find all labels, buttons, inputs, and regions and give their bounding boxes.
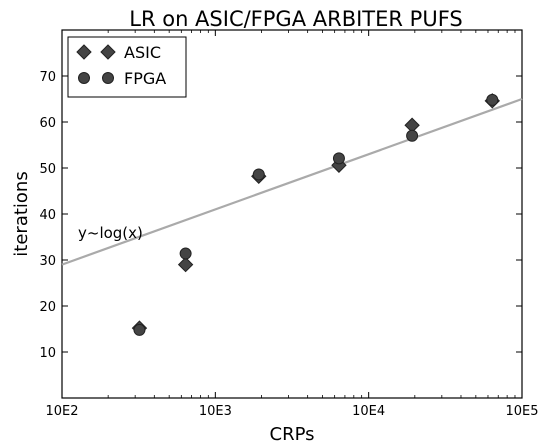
fpga-point bbox=[252, 168, 265, 181]
axis-ticks: 10E2 10E3 10E4 10E5 10 20 30 40 50 60 70 bbox=[39, 30, 539, 419]
fpga-point bbox=[486, 93, 499, 106]
fit-line-group bbox=[61, 97, 523, 266]
legend: ASIC FPGA bbox=[67, 36, 187, 98]
x-tick-label: 10E5 bbox=[505, 404, 538, 419]
fit-line bbox=[61, 97, 523, 266]
asic-point bbox=[177, 256, 194, 273]
legend-box bbox=[67, 36, 187, 98]
fpga-point bbox=[332, 152, 345, 165]
x-tick-label: 10E2 bbox=[45, 404, 78, 419]
legend-marker-fpga bbox=[102, 72, 114, 84]
fpga-point bbox=[133, 323, 146, 336]
x-tick-label: 10E4 bbox=[352, 404, 385, 419]
legend-label: FPGA bbox=[124, 69, 166, 88]
fpga-point bbox=[179, 247, 192, 260]
legend-marker-fpga bbox=[78, 72, 90, 84]
legend-label: ASIC bbox=[124, 43, 161, 62]
legend-marker-asic bbox=[100, 44, 116, 60]
chart-title: LR on ASIC/FPGA ARBITER PUFS bbox=[129, 7, 462, 31]
x-tick-label: 10E3 bbox=[199, 404, 232, 419]
y-tick-label: 10 bbox=[39, 346, 56, 361]
y-tick-label: 40 bbox=[39, 208, 56, 223]
data-points bbox=[131, 93, 500, 336]
y-tick-label: 30 bbox=[39, 254, 56, 269]
legend-marker-asic bbox=[76, 44, 92, 60]
y-tick-label: 60 bbox=[39, 116, 56, 131]
y-tick-label: 20 bbox=[39, 300, 56, 315]
y-tick-label: 70 bbox=[39, 70, 56, 85]
fpga-point bbox=[406, 129, 419, 142]
y-axis-title: iterations bbox=[11, 171, 32, 256]
fit-line-label: y~log(x) bbox=[78, 224, 143, 242]
x-axis-title: CRPs bbox=[270, 424, 315, 445]
y-tick-label: 50 bbox=[39, 162, 56, 177]
